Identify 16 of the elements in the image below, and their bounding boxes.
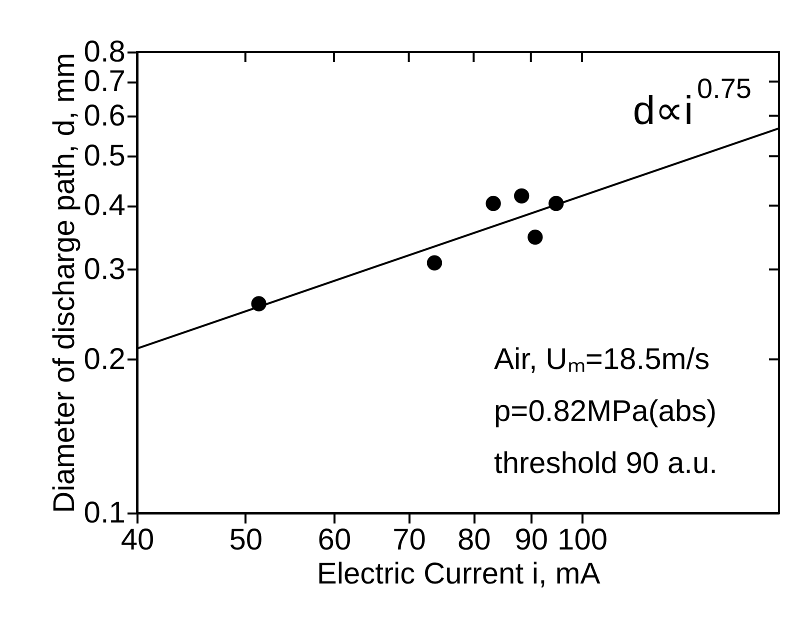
y-tick-label: 0.6	[84, 99, 126, 132]
y-tick-label: 0.4	[84, 189, 126, 222]
x-tick-label: 70	[392, 524, 426, 556]
y-tick-label: 0.3	[84, 252, 126, 286]
x-tick-label: 80	[457, 524, 491, 556]
x-tick-label: 50	[229, 524, 263, 556]
annotation: Air, Uₘ=18.5m/s	[494, 343, 710, 376]
y-tick-label: 0.2	[84, 342, 126, 376]
y-axis-title: Diameter of discharge path, d, mm	[48, 52, 81, 514]
annotation: threshold 90 a.u.	[494, 447, 718, 480]
annotation: p=0.82MPa(abs)	[494, 395, 717, 428]
x-tick-label: 100	[558, 524, 608, 556]
y-tick-label: 0.5	[84, 140, 126, 173]
x-tick-label: 90	[514, 524, 548, 556]
x-axis-title: Electric Current i, mA	[316, 558, 600, 590]
x-tick-label: 60	[318, 524, 352, 556]
